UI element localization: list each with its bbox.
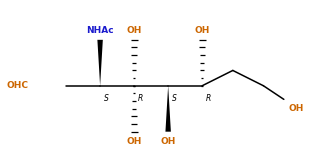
Text: S: S: [171, 94, 177, 103]
Text: NHAc: NHAc: [86, 26, 114, 35]
Text: OH: OH: [126, 137, 142, 146]
Text: OH: OH: [160, 137, 176, 146]
Text: R: R: [205, 94, 211, 103]
Text: OH: OH: [289, 104, 304, 113]
Text: OHC: OHC: [7, 81, 29, 90]
Polygon shape: [165, 86, 171, 132]
Polygon shape: [97, 40, 103, 86]
Text: R: R: [137, 94, 143, 103]
Text: OH: OH: [126, 26, 142, 35]
Text: S: S: [103, 94, 108, 103]
Text: OH: OH: [195, 26, 210, 35]
